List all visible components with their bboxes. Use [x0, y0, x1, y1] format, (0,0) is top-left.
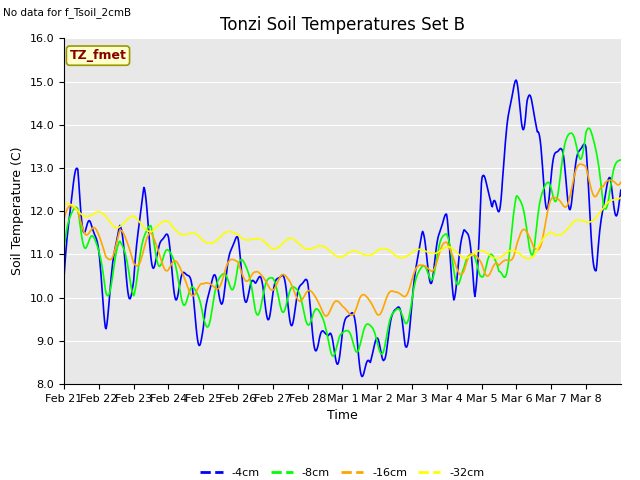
Text: No data for f_Tsoil_2cmB: No data for f_Tsoil_2cmB [3, 7, 131, 18]
Text: TZ_fmet: TZ_fmet [70, 49, 127, 62]
Title: Tonzi Soil Temperatures Set B: Tonzi Soil Temperatures Set B [220, 16, 465, 34]
X-axis label: Time: Time [327, 409, 358, 422]
Y-axis label: Soil Temperature (C): Soil Temperature (C) [11, 147, 24, 276]
Legend: -4cm, -8cm, -16cm, -32cm: -4cm, -8cm, -16cm, -32cm [196, 463, 489, 480]
